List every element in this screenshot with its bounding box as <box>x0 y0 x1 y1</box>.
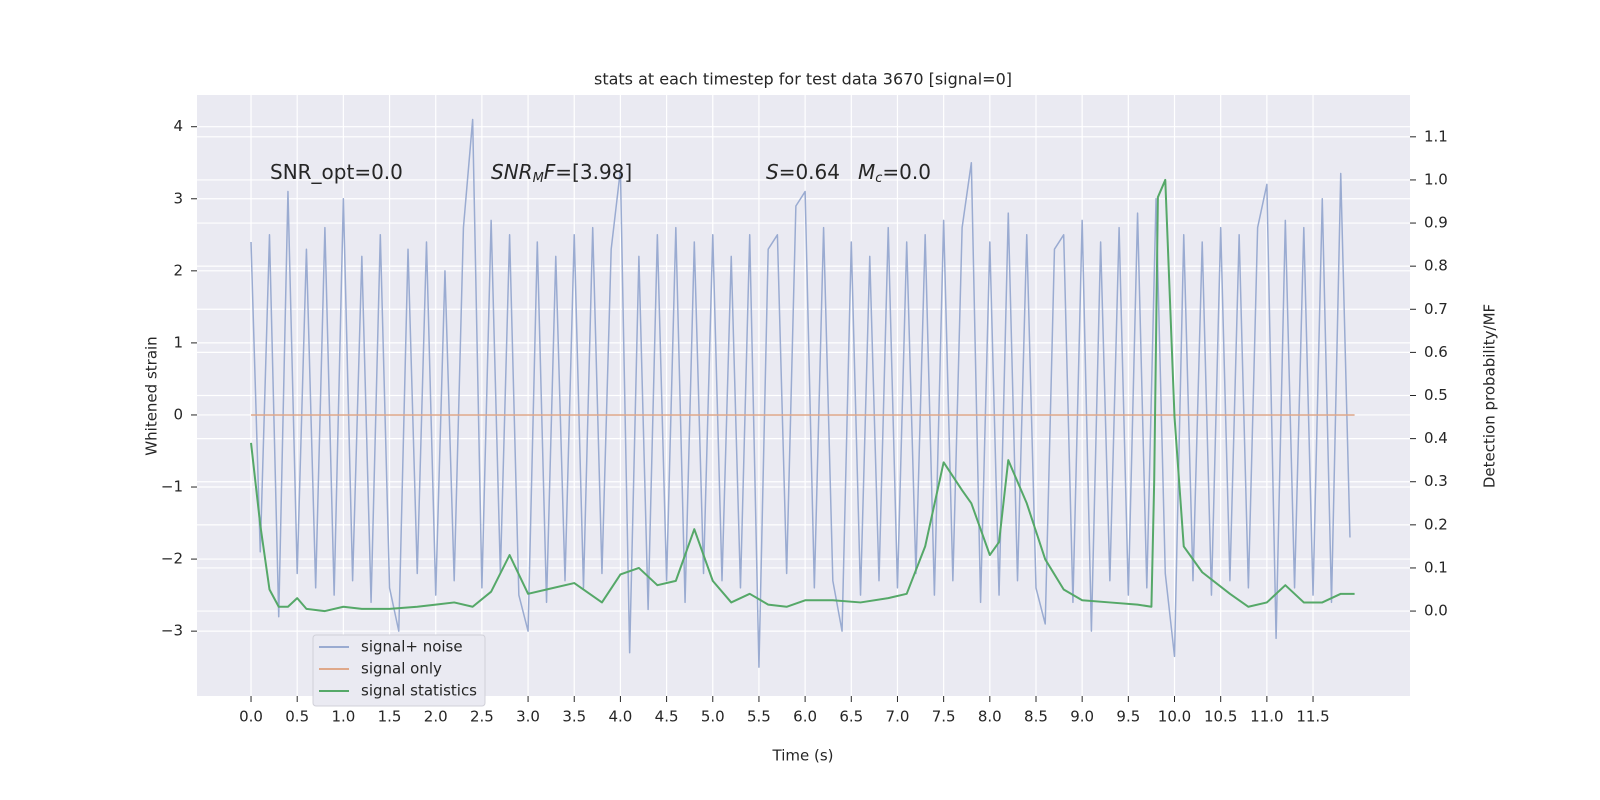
y2-axis-label: Detection probability/MF <box>1481 304 1499 488</box>
x-tick-label: 11.5 <box>1296 708 1329 726</box>
x-axis-label: Time (s) <box>772 747 834 765</box>
series-line <box>250 178 1355 613</box>
x-tick-label: 5.5 <box>747 708 771 726</box>
y-tick-label: 0 <box>173 405 183 423</box>
x-tick-label: 6.5 <box>839 708 863 726</box>
y-tick-label: 1 <box>173 333 183 351</box>
annotation: SNR_opt=0.0 <box>270 160 403 184</box>
legend-label: signal statistics <box>361 682 477 700</box>
annotation-part: M <box>858 160 875 184</box>
y2-tick-label: 0.9 <box>1424 214 1448 232</box>
y-tick-label: 4 <box>173 117 183 135</box>
x-tick-label: 8.5 <box>1024 708 1048 726</box>
x-tick-label: 1.5 <box>378 708 402 726</box>
y-tick-label: 3 <box>173 189 183 207</box>
annotation-part: =0.0 <box>882 160 931 184</box>
x-tick-label: 11.0 <box>1250 708 1283 726</box>
y2-tick-label: 0.6 <box>1424 343 1448 361</box>
x-tick-label: 2.5 <box>470 708 494 726</box>
x-tick-label: 10.5 <box>1204 708 1237 726</box>
chart-title: stats at each timestep for test data 367… <box>594 70 1012 89</box>
x-tick-label: 4.0 <box>608 708 632 726</box>
annotation-part: SNR <box>491 160 533 184</box>
y2-tick-label: 0.4 <box>1424 429 1448 447</box>
y2-tick-label: 0.7 <box>1424 300 1448 318</box>
y2-tick-label: 0.0 <box>1424 602 1448 620</box>
y2-tick-label: 0.3 <box>1424 472 1448 490</box>
annotation-part: F <box>544 160 556 184</box>
legend-label: signal+ noise <box>361 638 463 656</box>
x-tick-label: 2.0 <box>424 708 448 726</box>
y2-tick-label: 0.1 <box>1424 558 1448 576</box>
annotation-part: SNR_opt=0.0 <box>270 160 403 184</box>
x-tick-label: 6.0 <box>793 708 817 726</box>
legend-label: signal only <box>361 660 442 678</box>
x-tick-label: 8.0 <box>978 708 1002 726</box>
x-tick-label: 7.0 <box>886 708 910 726</box>
x-tick-label: 4.5 <box>655 708 679 726</box>
y-tick-label: −2 <box>161 550 183 568</box>
annotation: SNRMF=[3.98] <box>491 160 632 186</box>
y-axis-label: Whitened strain <box>143 336 161 455</box>
series-line <box>250 118 1351 668</box>
x-tick-label: 3.5 <box>562 708 586 726</box>
x-tick-label: 5.0 <box>701 708 725 726</box>
annotation-part: S <box>766 160 779 184</box>
annotation-part: =[3.98] <box>555 160 632 184</box>
annotation-part: M <box>533 171 544 186</box>
legend: signal+ noise signal only signal statistic… <box>312 634 486 707</box>
y2-tick-label: 1.1 <box>1424 127 1448 145</box>
annotation: S=0.64 <box>766 160 840 184</box>
annotation-part: c <box>875 171 882 186</box>
annotation-part: =0.64 <box>779 160 840 184</box>
x-tick-label: 7.5 <box>932 708 956 726</box>
y2-tick-label: 0.2 <box>1424 515 1448 533</box>
y-tick-label: 2 <box>173 261 183 279</box>
x-tick-label: 0.5 <box>285 708 309 726</box>
x-tick-label: 10.0 <box>1158 708 1191 726</box>
x-tick-label: 0.0 <box>239 708 263 726</box>
x-tick-label: 1.0 <box>331 708 355 726</box>
y-tick-label: −1 <box>161 478 183 496</box>
y2-tick-label: 1.0 <box>1424 170 1448 188</box>
x-tick-label: 9.0 <box>1070 708 1094 726</box>
y-tick-label: −3 <box>161 622 183 640</box>
x-tick-label: 3.0 <box>516 708 540 726</box>
legend-box <box>312 634 486 707</box>
y2-tick-label: 0.5 <box>1424 386 1448 404</box>
y2-tick-label: 0.8 <box>1424 257 1448 275</box>
x-tick-label: 9.5 <box>1116 708 1140 726</box>
annotation: Mc=0.0 <box>858 160 931 186</box>
